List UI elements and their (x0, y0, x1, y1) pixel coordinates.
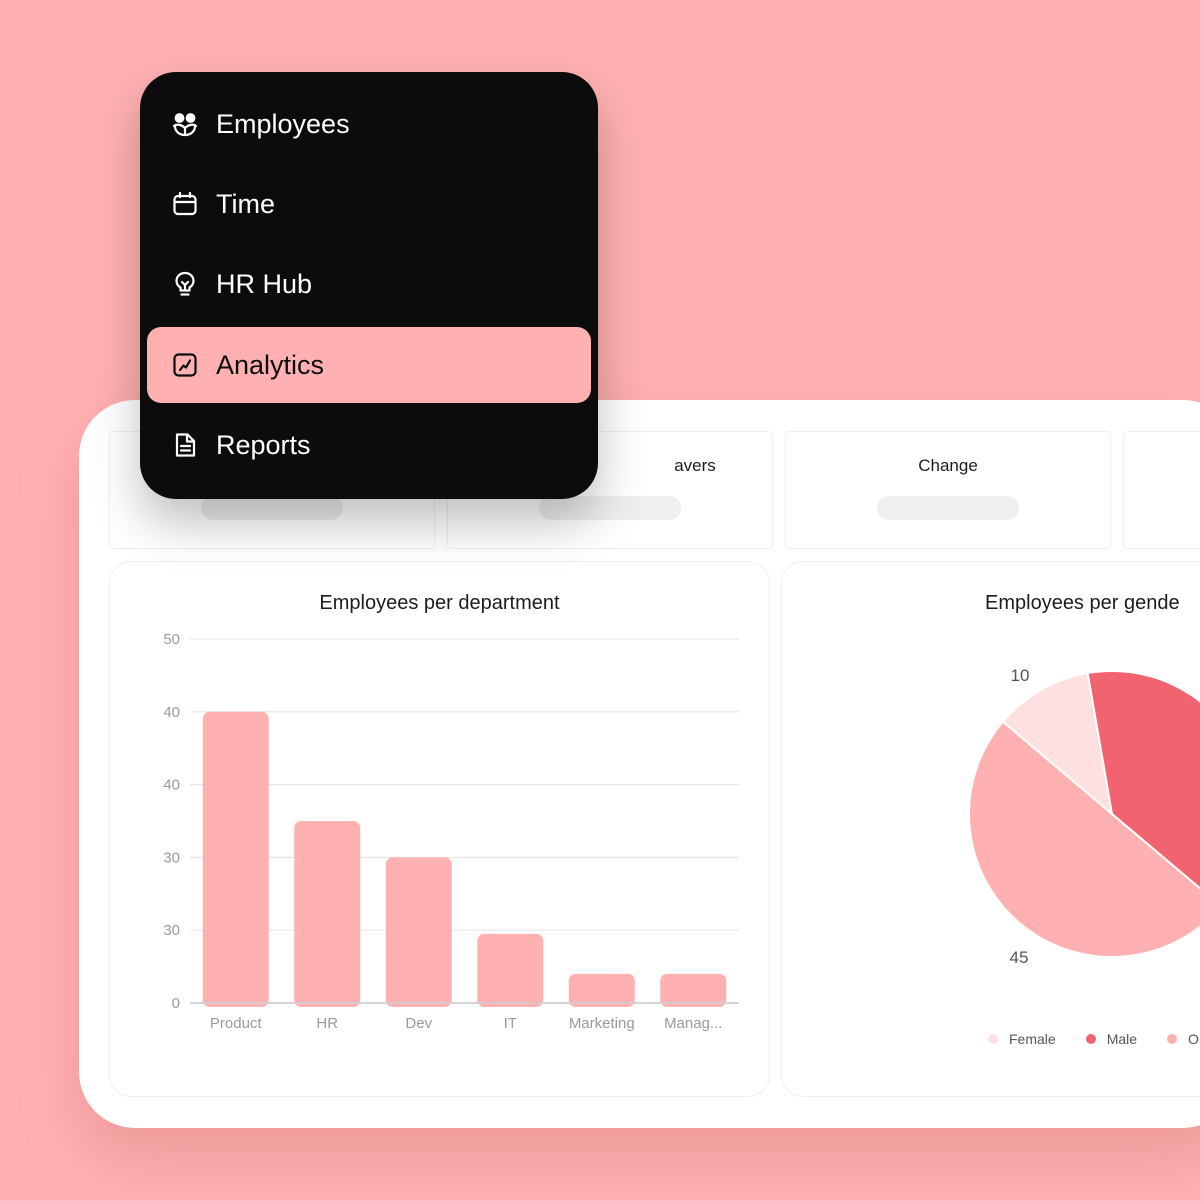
loading-placeholder (539, 496, 681, 520)
nav-item-analytics[interactable]: Analytics (147, 327, 591, 403)
nav-item-label: Time (216, 188, 275, 219)
chart-title: Employees per department (319, 592, 560, 614)
stat-card-change: Change (785, 431, 1111, 549)
document-icon (171, 431, 199, 459)
legend-item-other[interactable]: O (1167, 1031, 1199, 1047)
x-tick-label: Manag... (664, 1015, 722, 1032)
nav-item-hr-hub[interactable]: HR Hub (147, 246, 591, 322)
department-chart-panel: Employees per department 0 30 30 40 40 50 Prod… (109, 561, 770, 1097)
x-tick-label: Product (210, 1015, 263, 1032)
bar (385, 857, 452, 1007)
nav-item-label: Employees (216, 108, 350, 139)
bar (568, 973, 635, 1007)
nav-item-label: Reports (216, 429, 311, 460)
nav-item-label: HR Hub (216, 268, 313, 299)
data-label: 10 (1011, 666, 1030, 685)
analytics-dashboard: avers Change Employees per department 0 3… (79, 400, 1200, 1128)
bar-chart: 0 30 30 40 40 50 Product HR Dev IT Marketing Manag.… (163, 631, 739, 1032)
pie-slice (968, 720, 1200, 958)
chart-title: Employees per gende (985, 592, 1180, 614)
legend-item-male[interactable]: Male (1085, 1031, 1138, 1047)
stat-title: avers (674, 456, 716, 475)
employees-icon (171, 110, 199, 138)
y-tick-label: 50 (163, 631, 180, 648)
y-tick-label: 30 (163, 922, 180, 939)
y-tick-label: 40 (163, 777, 180, 794)
stat-card (1123, 431, 1200, 549)
nav-item-reports[interactable]: Reports (147, 407, 591, 483)
analytics-icon (171, 351, 199, 379)
gender-chart-panel: Employees per gende 10 45 Female Male O (781, 561, 1200, 1097)
legend-label: Male (1106, 1031, 1138, 1047)
x-tick-label: IT (504, 1015, 517, 1032)
legend-dot (1085, 1034, 1096, 1044)
pie-chart: 10 45 (968, 666, 1200, 967)
loading-placeholder (201, 496, 343, 520)
bar (202, 711, 269, 1007)
x-tick-label: HR (316, 1015, 338, 1032)
bar (660, 973, 727, 1007)
chart-legend: Female Male O (988, 1031, 1199, 1047)
legend-dot (1167, 1034, 1178, 1044)
x-tick-label: Dev (405, 1015, 432, 1032)
nav-item-time[interactable]: Time (147, 166, 591, 242)
y-tick-label: 40 (163, 704, 180, 721)
y-tick-label: 30 (163, 849, 180, 866)
loading-placeholder (877, 496, 1019, 520)
legend-label: O (1188, 1031, 1199, 1047)
stat-card-leavers: avers (447, 431, 773, 549)
legend-item-female[interactable]: Female (988, 1031, 1056, 1047)
legend-label: Female (1009, 1031, 1056, 1047)
pie-slice (1001, 671, 1114, 817)
navigation-menu: Employees Time HR Hub (140, 72, 598, 499)
pie-slice (1086, 670, 1200, 890)
bar (294, 821, 361, 1007)
calendar-icon (171, 190, 199, 218)
stat-title: Change (918, 456, 978, 475)
x-tick-label: Marketing (569, 1015, 635, 1032)
data-label: 45 (1010, 948, 1029, 967)
lightbulb-icon (171, 270, 199, 298)
bar (477, 933, 544, 1007)
nav-item-employees[interactable]: Employees (147, 86, 591, 162)
legend-dot (988, 1034, 998, 1044)
nav-item-label: Analytics (216, 349, 325, 380)
y-tick-label: 0 (172, 995, 180, 1012)
